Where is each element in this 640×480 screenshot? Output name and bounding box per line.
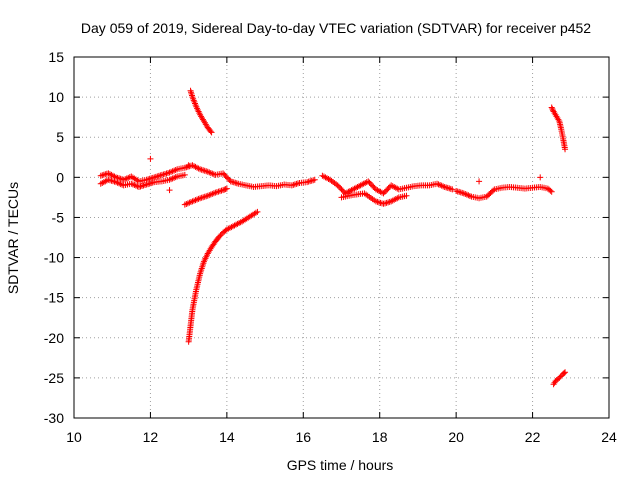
data-point [339,187,346,194]
data-point [208,129,215,136]
x-tick-label: 18 [372,429,388,445]
data-point [223,185,230,192]
x-tick-label: 14 [219,429,235,445]
data-point [338,186,345,193]
y-tick-label: -30 [44,410,64,426]
y-tick-label: 0 [56,169,64,185]
data-point [556,374,563,381]
data-point [548,104,555,111]
y-tick-label: -15 [44,290,64,306]
data-point [369,182,376,189]
data-point [221,171,228,178]
x-tick-label: 16 [295,429,311,445]
data-point [147,155,154,162]
series-lower-band [97,171,188,190]
data-point [561,370,568,377]
data-point [334,182,341,189]
x-tick-label: 22 [525,429,541,445]
y-tick-label: -5 [52,209,65,225]
data-point [562,369,569,376]
data-point [181,171,188,178]
x-axis-label: GPS time / hours [287,457,394,473]
plot-frame [73,56,610,419]
data-point [222,172,229,179]
data-point [548,188,555,195]
series-main-band [97,162,318,190]
series-arc-upper-left [187,87,215,136]
series-mid-band [319,172,456,197]
data-point [365,178,372,185]
data-point [311,176,318,183]
y-tick-label: 5 [56,129,64,145]
data-point [380,190,387,197]
x-tick-label: 12 [143,429,159,445]
data-point [220,170,227,177]
y-tick-label: 15 [48,49,64,65]
data-point [490,187,497,194]
data-point [385,185,392,192]
data-point [366,179,373,186]
y-tick-label: -10 [44,250,64,266]
data-point [549,105,556,112]
data-point [381,189,388,196]
data-point [185,162,192,169]
series-late-band [453,183,555,202]
series-arc-lower-right [550,369,569,388]
series-arc-rising [185,208,261,345]
grid [74,57,609,418]
x-tick-label: 10 [66,429,82,445]
series-outliers [147,155,544,194]
data-marks [97,87,569,388]
data-point [166,187,173,194]
y-tick-label: 10 [48,89,64,105]
data-point [449,186,456,193]
data-point [337,185,344,192]
axis-ticks: 10 12 14 16 18 20 22 24 -30 -25 -20 -15 -10 -5 0 5 10 15 [44,49,617,445]
series-mid-band-lower [338,190,410,207]
data-point [384,186,391,193]
data-point [370,183,377,190]
data-point [557,373,564,380]
x-tick-label: 24 [601,429,617,445]
chart-title: Day 059 of 2019, Sidereal Day-to-day VTE… [81,20,591,36]
y-tick-label: -20 [44,330,64,346]
data-point [537,174,544,181]
data-point [217,232,224,239]
data-point [223,174,230,181]
data-point [216,233,223,240]
data-point [562,146,569,153]
x-tick-label: 20 [448,429,464,445]
data-point [220,187,227,194]
data-point [225,175,232,182]
data-point [221,186,228,193]
data-point [383,187,390,194]
y-axis-label: SDTVAR / TECUs [5,182,21,294]
series-arc-upper-right [548,104,569,153]
data-point [476,178,483,185]
data-point [207,128,214,135]
data-point [367,181,374,188]
data-point [403,192,410,199]
data-point [335,183,342,190]
data-point [222,186,229,193]
data-point [547,187,554,194]
y-tick-label: -25 [44,370,64,386]
series-arc-small [181,185,230,208]
data-point [254,208,261,215]
